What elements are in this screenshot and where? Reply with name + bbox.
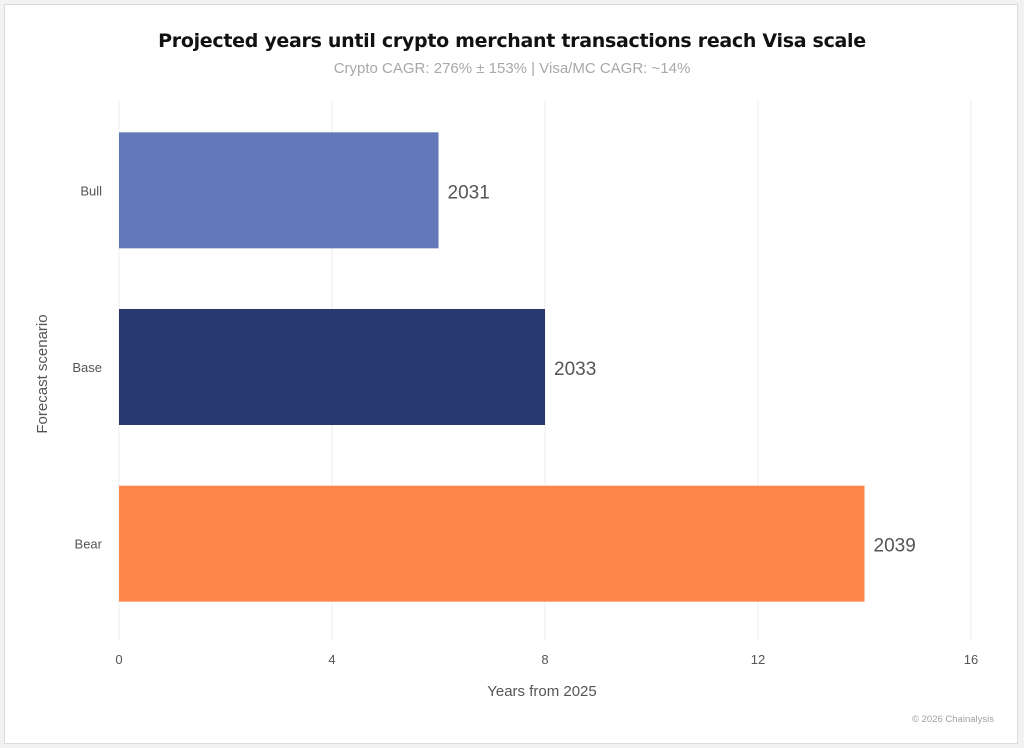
y-axis-label: Forecast scenario: [34, 314, 51, 433]
chart-title: Projected years until crypto merchant tr…: [158, 30, 866, 52]
x-tick-label: 4: [328, 652, 335, 667]
bar-bull: [119, 132, 439, 249]
x-tick-label: 12: [751, 652, 765, 667]
copyright-credit: © 2026 Chainalysis: [912, 714, 994, 725]
bar-bear: [119, 485, 865, 602]
x-axis-label: Years from 2025: [487, 683, 597, 700]
x-tick-label: 16: [964, 652, 978, 667]
y-tick-label: Bull: [80, 183, 102, 198]
y-tick-label: Base: [72, 360, 102, 375]
x-tick-label: 0: [115, 652, 122, 667]
bar-base: [119, 309, 545, 425]
chart-subtitle: Crypto CAGR: 276% ± 153% | Visa/MC CAGR:…: [333, 60, 691, 77]
y-tick-label: Bear: [75, 537, 103, 552]
x-tick-label: 8: [541, 652, 548, 667]
data-label: 2039: [874, 536, 916, 557]
data-label: 2033: [554, 359, 596, 380]
data-label: 2031: [448, 182, 490, 203]
